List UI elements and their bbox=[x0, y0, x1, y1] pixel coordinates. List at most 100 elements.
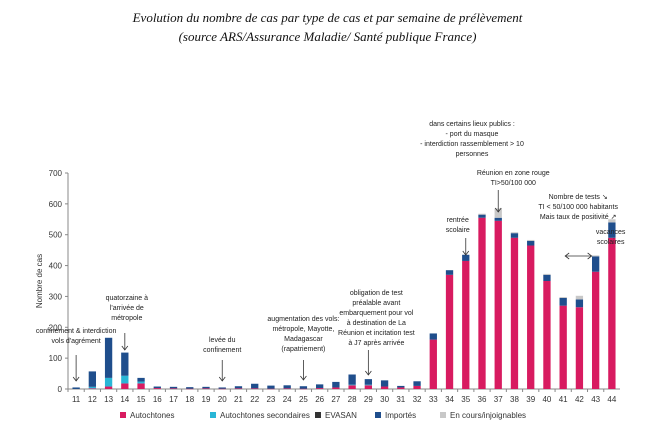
bar-import-s-week-42 bbox=[575, 299, 584, 308]
annotation-week-20-line: levée du bbox=[209, 337, 236, 344]
bar-autochtones-week-17 bbox=[169, 388, 178, 389]
bar-autochtones-secondaires-week-13 bbox=[104, 377, 113, 387]
annotation-arrowhead-left-week-43 bbox=[564, 252, 570, 260]
bar-autochtones-week-31 bbox=[397, 387, 405, 389]
chart-title-block: Evolution du nombre de cas par type de c… bbox=[0, 8, 655, 46]
bar-autochtones-week-39 bbox=[527, 245, 535, 389]
annotation-week-36-line: - interdiction rassemblement > 10 bbox=[420, 141, 524, 148]
annotation-week-37-line: Réunion en zone rouge bbox=[477, 170, 550, 177]
x-tick-label: 44 bbox=[607, 395, 616, 404]
bar-import-s-week-22 bbox=[251, 383, 259, 389]
legend-label-en-cours-injoignables: En cours/injoignables bbox=[450, 411, 526, 420]
bar-autochtones-secondaires-week-29 bbox=[364, 384, 373, 386]
bar-import-s-week-25 bbox=[299, 386, 308, 389]
bar-en-cours-injoignables-week-37 bbox=[494, 208, 502, 218]
bar-import-s-week-44 bbox=[608, 222, 616, 238]
x-tick-label: 32 bbox=[413, 395, 422, 404]
bar-import-s-week-17 bbox=[169, 386, 178, 389]
annotation-week-36-line: dans certains lieux publics : bbox=[429, 121, 515, 128]
bar-import-s-week-26 bbox=[315, 384, 324, 389]
x-tick-label: 35 bbox=[461, 395, 470, 404]
bar-autochtones-secondaires-week-12 bbox=[88, 386, 97, 389]
bar-import-s-week-43 bbox=[591, 256, 600, 272]
annotation-week-25-line: Madagascar bbox=[284, 336, 323, 343]
x-tick-label: 41 bbox=[559, 395, 568, 404]
x-tick-label: 17 bbox=[169, 395, 178, 404]
x-tick-label: 33 bbox=[429, 395, 438, 404]
bar-import-s-week-27 bbox=[332, 381, 340, 388]
annotation-week-29-line: préalable avant bbox=[352, 300, 400, 307]
x-tick-label: 30 bbox=[380, 395, 389, 404]
x-tick-label: 13 bbox=[104, 395, 113, 404]
bar-import-s-week-13 bbox=[104, 337, 113, 378]
annotation-arrowhead-week-35 bbox=[462, 250, 470, 256]
annotation-week-14-line: quatorzaine à bbox=[106, 295, 149, 302]
annotation-week-14-line: l'arrivée de bbox=[110, 305, 144, 312]
bar-autochtones-week-20 bbox=[218, 388, 226, 390]
legend-label-autochtones-secondaires: Autochtones secondaires bbox=[220, 411, 310, 420]
x-tick-label: 14 bbox=[120, 395, 129, 404]
annotation-arrowhead-week-37 bbox=[494, 207, 502, 213]
x-tick-label: 22 bbox=[250, 395, 259, 404]
annotation-week-29-line: obligation de test bbox=[350, 290, 403, 297]
bar-import-s-week-14 bbox=[121, 352, 129, 376]
bar-autochtones-week-16 bbox=[153, 388, 161, 389]
bar-import-s-week-11 bbox=[72, 387, 80, 389]
annotation-arrowhead-right-week-43 bbox=[587, 252, 593, 260]
bar-autochtones-week-25 bbox=[299, 388, 308, 390]
bar-en-cours-injoignables-week-40 bbox=[543, 273, 551, 275]
x-tick-label: 40 bbox=[542, 395, 551, 404]
y-tick-label: 0 bbox=[58, 385, 63, 394]
bar-autochtones-week-26 bbox=[315, 388, 324, 389]
legend-swatch-import-s bbox=[375, 412, 381, 418]
bar-import-s-week-33 bbox=[429, 333, 437, 340]
bar-autochtones-week-12 bbox=[88, 388, 97, 389]
bar-autochtones-week-43 bbox=[591, 271, 600, 389]
bar-import-s-week-20 bbox=[218, 387, 226, 389]
bar-autochtones-week-37 bbox=[494, 220, 502, 389]
y-tick-label: 300 bbox=[49, 292, 63, 301]
annotation-week-25-line: (rapatriement) bbox=[281, 346, 325, 353]
bar-autochtones-week-19 bbox=[202, 388, 210, 389]
x-tick-label: 43 bbox=[591, 395, 600, 404]
legend-label-autochtones: Autochtones bbox=[130, 411, 174, 420]
bar-en-cours-injoignables-week-38 bbox=[510, 232, 519, 234]
bar-import-s-week-31 bbox=[397, 385, 405, 388]
bar-import-s-week-24 bbox=[283, 385, 291, 389]
annotation-arrowhead-week-25 bbox=[300, 375, 307, 381]
x-tick-label: 27 bbox=[331, 395, 340, 404]
annotation-week-11-line: vols d'agrément bbox=[52, 338, 101, 345]
bar-import-s-week-40 bbox=[543, 274, 551, 281]
bar-autochtones-secondaires-week-28 bbox=[348, 384, 356, 386]
x-tick-label: 16 bbox=[153, 395, 162, 404]
bar-autochtones-week-41 bbox=[559, 305, 567, 389]
bar-import-s-week-30 bbox=[380, 380, 389, 387]
bar-en-cours-injoignables-week-39 bbox=[527, 239, 535, 241]
bar-import-s-week-21 bbox=[234, 386, 243, 389]
annotation-week-35-line: rentrée bbox=[447, 217, 469, 224]
bar-autochtones-secondaires-week-14 bbox=[121, 375, 129, 384]
annotation-week-25-line: métropole, Mayotte, bbox=[272, 326, 334, 333]
x-tick-label: 23 bbox=[266, 395, 275, 404]
bar-import-s-week-41 bbox=[559, 297, 567, 306]
annotation-arrowhead-week-11 bbox=[72, 376, 80, 382]
bar-import-s-week-12 bbox=[88, 371, 97, 387]
annotation-arrowhead-week-29 bbox=[365, 370, 372, 376]
bar-import-s-week-39 bbox=[527, 240, 535, 246]
chart-subtitle: (source ARS/Assurance Maladie/ Santé pub… bbox=[178, 29, 477, 44]
x-tick-label: 36 bbox=[478, 395, 487, 404]
bar-import-s-week-18 bbox=[186, 387, 194, 389]
annotation-week-29-line: embarquement pour vol bbox=[339, 310, 413, 317]
y-tick-label: 600 bbox=[49, 200, 63, 209]
x-tick-label: 26 bbox=[315, 395, 324, 404]
bar-autochtones-week-28 bbox=[348, 385, 356, 389]
chart-title: Evolution du nombre de cas par type de c… bbox=[132, 10, 523, 25]
bar-import-s-week-29 bbox=[364, 379, 373, 385]
annotation-week-41-line: Nombre de tests ↘ bbox=[549, 194, 608, 201]
bar-import-s-week-34 bbox=[445, 270, 454, 275]
x-tick-label: 34 bbox=[445, 395, 454, 404]
annotation-week-29-line: Réunion et incitation test bbox=[338, 330, 415, 337]
bar-import-s-week-35 bbox=[462, 254, 470, 261]
bar-autochtones-week-27 bbox=[332, 387, 340, 389]
